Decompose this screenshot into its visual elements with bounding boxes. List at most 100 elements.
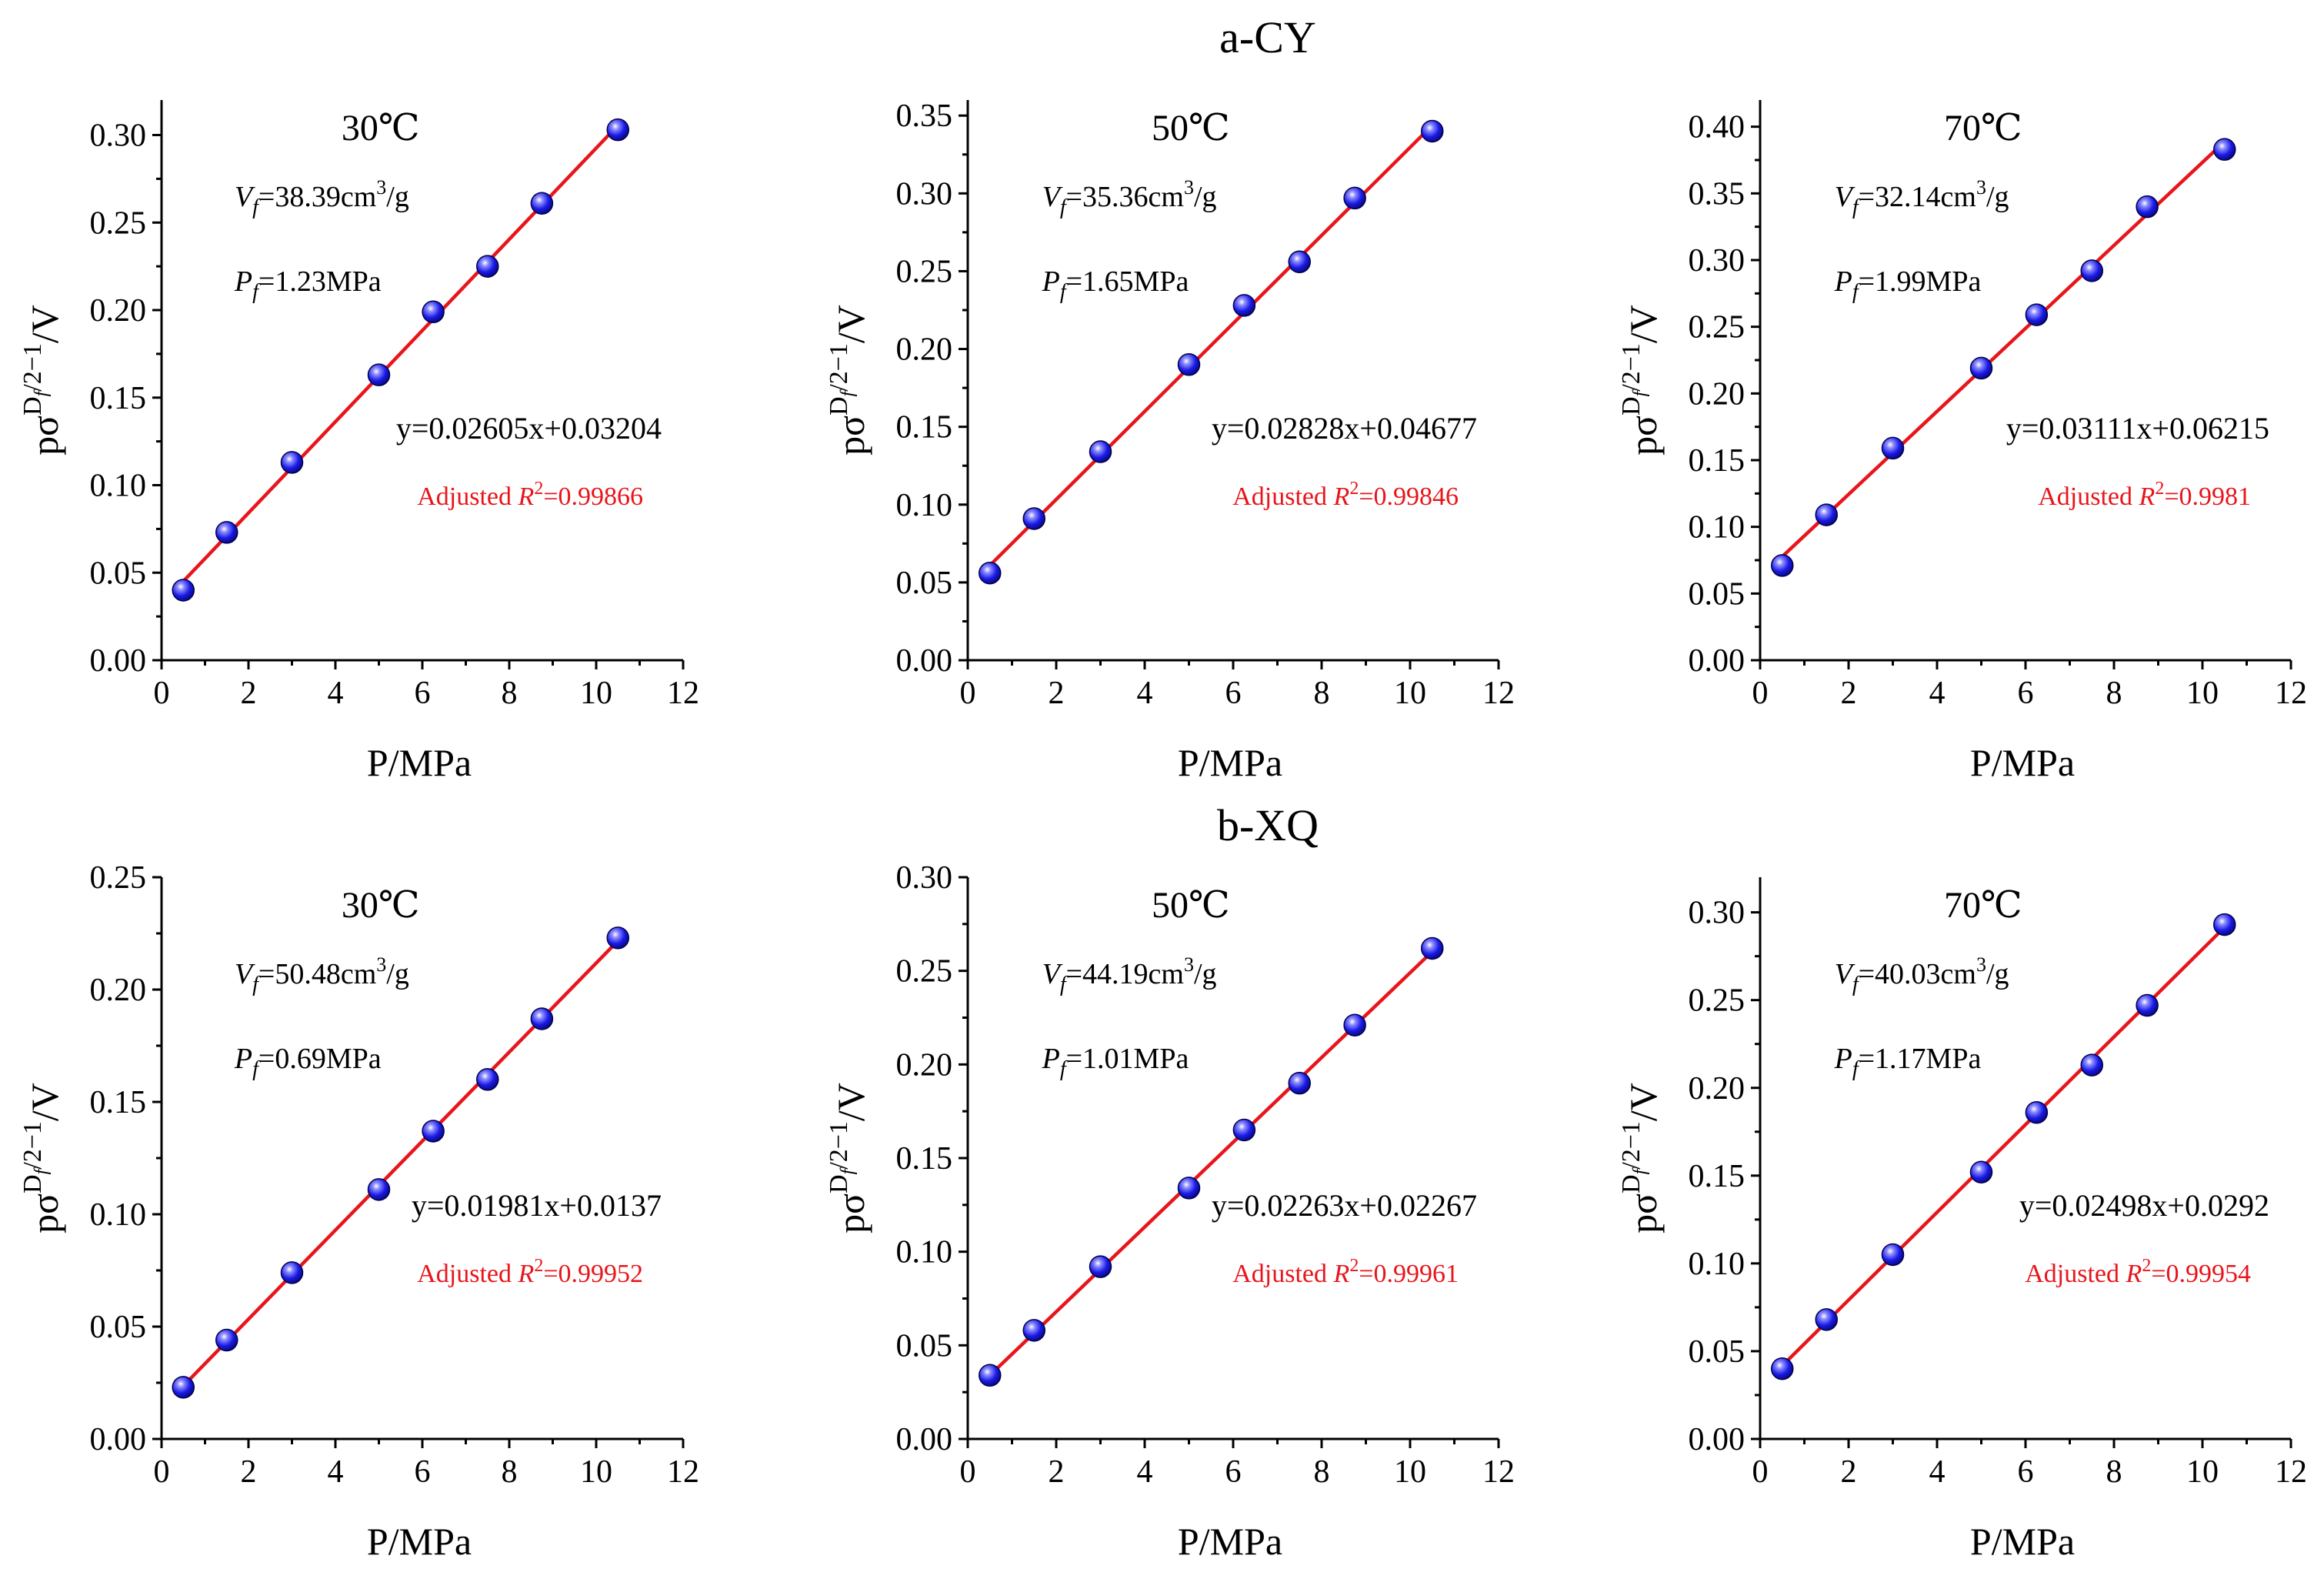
y-tick-label: 0.00 [90,1422,147,1457]
data-point [979,562,1002,585]
x-tick-label: 4 [1137,676,1153,711]
vf-unit-exp: 3 [1976,176,1986,199]
data-point [367,1178,391,1201]
r2-exp: 2 [1349,479,1359,499]
y-tick-label: 0.05 [896,1328,953,1364]
pf-annotation: Pf=1.65MPa [1042,265,1189,304]
vf-unit-tail: /g [386,958,409,990]
data-point [172,1376,195,1399]
r2-symbol: R [2126,1260,2142,1288]
y-tick-label: 0.15 [896,410,953,446]
x-tick-label: 0 [154,676,170,711]
y-tick-label: 0.25 [896,254,953,289]
x-tick-label: 4 [328,1454,344,1490]
y-tick-label: 0.00 [1689,643,1746,679]
y-axis-label: pσDf/2−1/V [825,1083,872,1233]
y-label-exp-d: D [1617,1174,1645,1193]
data-point [1881,1243,1905,1267]
x-tick-label: 2 [241,1454,257,1490]
data-point [1343,1013,1366,1037]
x-tick-label: 6 [415,676,431,711]
vf-symbol: V [1042,181,1063,213]
data-point [476,255,499,278]
y-label-tail: /V [23,305,66,343]
y-tick-label: 0.25 [90,860,147,896]
pf-annotation: Pf=1.99MPa [1834,265,1982,304]
x-tick-label: 8 [502,676,518,711]
y-label-exp-f: f [1630,389,1650,396]
panel-temperature: 30℃ [342,885,420,926]
y-tick-label: 0.20 [90,293,147,329]
fit-equation: y=0.01981x+0.0137 [412,1188,662,1223]
r2-symbol: R [518,1260,535,1288]
y-label-base: pσ [1622,1193,1665,1233]
y-tick-label: 0.20 [896,332,953,368]
data-point [2025,1100,2049,1124]
vf-value: =35.36cm [1066,181,1184,213]
x-axis-label: P/MPa [1178,1520,1282,1563]
data-point [1089,1255,1112,1278]
y-tick-label: 0.30 [90,119,147,154]
y-axis-label: pσDf/2−1/V [18,305,66,456]
x-tick-label: 0 [154,1454,170,1490]
x-tick-label: 12 [667,1454,699,1490]
chart-panel: 0 2 4 6 8 10 12 0.00 0.05 0.10 0.15 0.20 0.25 0.30 P/M… [18,100,699,784]
y-tick-label: 0.20 [1689,1071,1746,1107]
x-tick-label: 8 [1314,676,1330,711]
data-point [1022,507,1045,530]
x-tick-label: 12 [2275,676,2307,711]
panel-temperature: 70℃ [1944,885,2022,926]
x-tick-label: 10 [1394,676,1426,711]
x-tick-label: 10 [580,1454,612,1490]
data-point [2213,913,2236,936]
vf-value: =44.19cm [1066,958,1184,990]
y-label-exp-rest: /2−1 [825,1121,853,1170]
x-tick-label: 10 [1394,1454,1426,1490]
y-label-base: pσ [829,1193,872,1233]
y-label-exp-d: D [825,1174,853,1193]
y-label-exp-rest: /2−1 [18,1121,47,1170]
r2-symbol: R [1333,482,1350,511]
vf-value: =38.39cm [258,181,376,213]
y-label-base: pσ [23,416,66,456]
x-tick-label: 2 [1049,1454,1065,1490]
y-tick-label: 0.10 [1689,1247,1746,1282]
vf-unit-exp: 3 [376,953,386,976]
r2-annotation: Adjusted R2=0.99952 [417,1256,643,1288]
pf-subscript: f [252,280,261,304]
x-tick-label: 12 [2275,1454,2307,1490]
y-tick-label: 0.20 [90,973,147,1008]
fit-equation: y=0.02828x+0.04677 [1212,411,1477,446]
data-point [979,1364,1002,1387]
y-label-base: pσ [1622,416,1665,456]
vf-subscript: f [1852,973,1861,996]
y-axis-label: pσDf/2−1/V [1617,305,1665,456]
vf-symbol: V [1835,181,1856,213]
x-tick-label: 12 [1482,1454,1515,1490]
pf-subscript: f [1060,280,1069,304]
x-axis-label: P/MPa [1970,741,2075,784]
fit-equation: y=0.02498x+0.0292 [2019,1188,2269,1223]
y-tick-label: 0.15 [1689,443,1746,479]
y-tick-label: 0.10 [896,1235,953,1270]
vf-annotation: Vf=50.48cm3/g [235,953,409,996]
y-label-tail: /V [1622,305,1665,343]
x-tick-label: 2 [241,676,257,711]
pf-value: =0.69MPa [258,1043,382,1075]
y-label-exp-f: f [838,1167,858,1174]
data-point [606,926,629,950]
vf-symbol: V [1042,958,1063,990]
data-point [1771,1357,1794,1380]
fit-equation: y=0.03111x+0.06215 [2006,411,2269,446]
data-point [1177,353,1201,376]
chart-panel: 0 2 4 6 8 10 12 0.00 0.05 0.10 0.15 0.20 0.25 0.30 0.3… [1617,100,2307,784]
vf-unit-tail: /g [1986,958,2009,990]
x-tick-label: 6 [2018,1454,2034,1490]
x-tick-label: 10 [2186,1454,2219,1490]
chart-panel: 0 2 4 6 8 10 12 0.00 0.05 0.10 0.15 0.20 0.25 0.30 P/M… [825,860,1515,1563]
r2-symbol: R [1333,1260,1350,1288]
r2-exp: 2 [534,1256,543,1276]
y-tick-label: 0.05 [90,556,147,591]
data-point [530,1007,554,1030]
